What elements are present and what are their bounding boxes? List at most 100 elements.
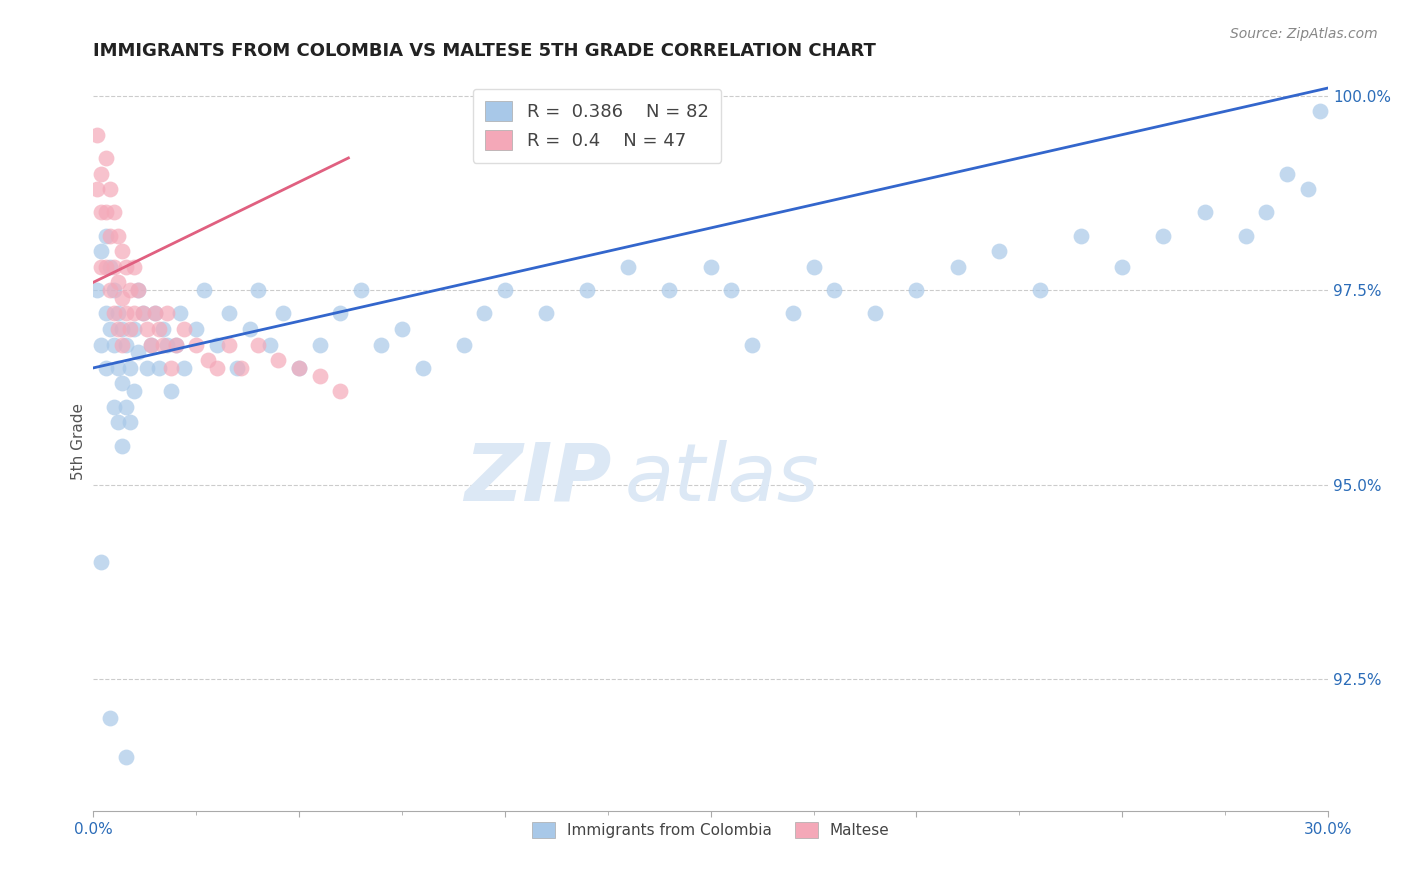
Point	[115, 306, 138, 320]
Point	[329, 384, 352, 399]
Point	[94, 260, 117, 274]
Point	[152, 337, 174, 351]
Point	[139, 337, 162, 351]
Point	[103, 337, 125, 351]
Point	[246, 337, 269, 351]
Point	[111, 244, 134, 259]
Point	[160, 384, 183, 399]
Point	[370, 337, 392, 351]
Point	[184, 337, 207, 351]
Point	[127, 345, 149, 359]
Point	[534, 306, 557, 320]
Point	[107, 228, 129, 243]
Point	[111, 291, 134, 305]
Point	[197, 353, 219, 368]
Point	[103, 283, 125, 297]
Point	[156, 337, 179, 351]
Point	[90, 205, 112, 219]
Point	[107, 360, 129, 375]
Point	[94, 151, 117, 165]
Point	[135, 322, 157, 336]
Point	[94, 205, 117, 219]
Point	[139, 337, 162, 351]
Point	[111, 337, 134, 351]
Point	[98, 711, 121, 725]
Point	[453, 337, 475, 351]
Point	[288, 360, 311, 375]
Point	[90, 555, 112, 569]
Point	[1111, 260, 1133, 274]
Point	[1256, 205, 1278, 219]
Point	[148, 360, 170, 375]
Point	[131, 306, 153, 320]
Point	[124, 384, 146, 399]
Point	[1153, 228, 1175, 243]
Point	[946, 260, 969, 274]
Point	[218, 306, 240, 320]
Point	[115, 260, 138, 274]
Point	[127, 283, 149, 297]
Text: ZIP: ZIP	[464, 440, 612, 517]
Point	[148, 322, 170, 336]
Y-axis label: 5th Grade: 5th Grade	[72, 403, 86, 480]
Point	[169, 306, 191, 320]
Point	[267, 353, 290, 368]
Point	[86, 283, 108, 297]
Text: IMMIGRANTS FROM COLOMBIA VS MALTESE 5TH GRADE CORRELATION CHART: IMMIGRANTS FROM COLOMBIA VS MALTESE 5TH …	[93, 42, 876, 60]
Point	[173, 360, 195, 375]
Point	[308, 337, 330, 351]
Point	[115, 337, 138, 351]
Point	[1029, 283, 1052, 297]
Point	[90, 337, 112, 351]
Point	[1296, 182, 1319, 196]
Point	[98, 228, 121, 243]
Point	[205, 360, 228, 375]
Point	[205, 337, 228, 351]
Point	[90, 244, 112, 259]
Point	[124, 306, 146, 320]
Point	[98, 283, 121, 297]
Point	[86, 128, 108, 142]
Point	[124, 260, 146, 274]
Point	[193, 283, 215, 297]
Point	[160, 360, 183, 375]
Text: Source: ZipAtlas.com: Source: ZipAtlas.com	[1230, 27, 1378, 41]
Point	[90, 167, 112, 181]
Point	[173, 322, 195, 336]
Point	[111, 322, 134, 336]
Point	[90, 260, 112, 274]
Point	[699, 260, 721, 274]
Point	[107, 306, 129, 320]
Point	[782, 306, 804, 320]
Point	[288, 360, 311, 375]
Point	[131, 306, 153, 320]
Point	[239, 322, 262, 336]
Point	[107, 416, 129, 430]
Point	[246, 283, 269, 297]
Point	[120, 416, 142, 430]
Point	[94, 306, 117, 320]
Point	[115, 400, 138, 414]
Point	[350, 283, 373, 297]
Point	[720, 283, 742, 297]
Point	[98, 322, 121, 336]
Point	[1275, 167, 1298, 181]
Point	[103, 260, 125, 274]
Point	[103, 306, 125, 320]
Point	[103, 205, 125, 219]
Point	[152, 322, 174, 336]
Point	[107, 276, 129, 290]
Point	[803, 260, 825, 274]
Text: atlas: atlas	[624, 440, 818, 517]
Point	[658, 283, 681, 297]
Point	[231, 360, 253, 375]
Point	[115, 749, 138, 764]
Point	[823, 283, 845, 297]
Point	[165, 337, 187, 351]
Point	[135, 360, 157, 375]
Point	[111, 439, 134, 453]
Point	[1194, 205, 1216, 219]
Point	[120, 283, 142, 297]
Point	[127, 283, 149, 297]
Point	[120, 360, 142, 375]
